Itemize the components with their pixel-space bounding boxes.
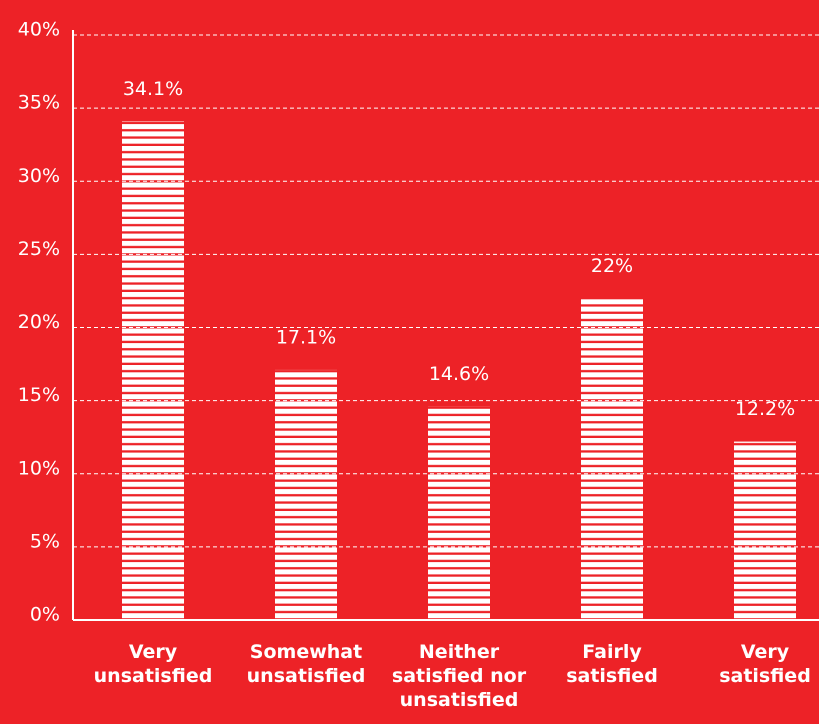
y-tick-label: 30% [18, 165, 60, 187]
x-tick-label: Fairly satisfied [566, 641, 658, 687]
y-tick-label: 20% [18, 311, 60, 333]
bar [734, 441, 796, 620]
bar [122, 121, 184, 620]
y-tick-label: 5% [30, 530, 60, 552]
bar [428, 406, 490, 620]
x-tick-label: Very unsatisfied [93, 641, 213, 687]
bar [275, 369, 337, 620]
value-label: 22% [591, 255, 633, 277]
x-tick-label: Somewhat unsatisfied [246, 641, 366, 687]
y-tick-label: 10% [18, 457, 60, 479]
y-tick-label: 25% [18, 238, 60, 260]
value-label: 12.2% [735, 398, 795, 420]
x-tick-label: Very satisfied [719, 641, 811, 687]
value-label: 17.1% [276, 326, 336, 348]
y-tick-label: 35% [18, 92, 60, 114]
value-label: 34.1% [123, 78, 183, 100]
y-tick-label: 0% [30, 604, 60, 626]
y-tick-label: 40% [18, 19, 60, 41]
x-tick-label: Neither satisfied nor unsatisfied [391, 641, 527, 711]
value-label: 14.6% [429, 363, 489, 385]
y-tick-label: 15% [18, 384, 60, 406]
bar [581, 298, 643, 620]
